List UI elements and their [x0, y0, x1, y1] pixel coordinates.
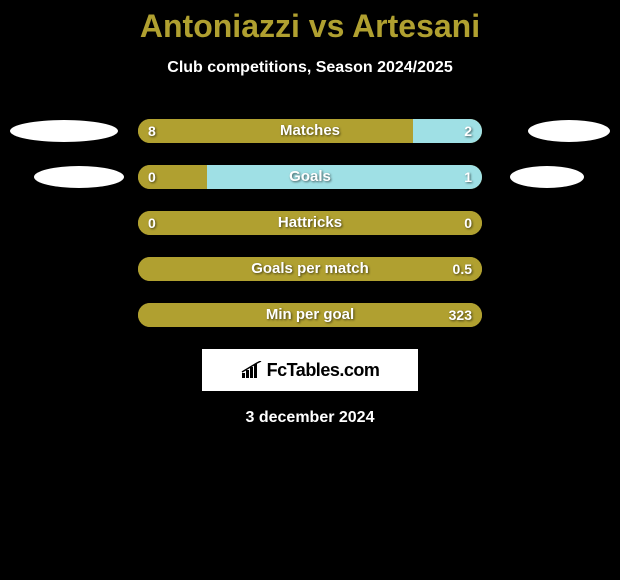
right-team-marker [510, 166, 584, 188]
brand-text: FcTables.com [267, 360, 380, 381]
chart-icon [241, 361, 263, 379]
brand-badge: FcTables.com [202, 349, 418, 391]
bar-track: 8 Matches 2 [138, 119, 482, 143]
stat-row: 0 Hattricks 0 [10, 211, 610, 235]
right-value: 1 [464, 165, 472, 189]
left-team-marker [34, 166, 124, 188]
stat-label: Goals [138, 165, 482, 189]
stat-label: Matches [138, 119, 482, 143]
bar-track: Min per goal 323 [138, 303, 482, 327]
bar-track: 0 Goals 1 [138, 165, 482, 189]
date-text: 3 december 2024 [0, 409, 620, 427]
left-team-marker [10, 120, 118, 142]
stat-row: 8 Matches 2 [10, 119, 610, 143]
subtitle: Club competitions, Season 2024/2025 [0, 59, 620, 77]
bar-track: Goals per match 0.5 [138, 257, 482, 281]
comparison-chart: 8 Matches 2 0 Goals 1 0 Hattricks 0 [0, 119, 620, 327]
bar-track: 0 Hattricks 0 [138, 211, 482, 235]
stat-row: Goals per match 0.5 [10, 257, 610, 281]
right-value: 0.5 [453, 257, 472, 281]
right-value: 323 [449, 303, 472, 327]
right-team-marker [528, 120, 610, 142]
stat-label: Hattricks [138, 211, 482, 235]
page-title: Antoniazzi vs Artesani [0, 0, 620, 45]
right-value: 2 [464, 119, 472, 143]
right-value: 0 [464, 211, 472, 235]
stat-label: Min per goal [138, 303, 482, 327]
stat-row: Min per goal 323 [10, 303, 610, 327]
stat-label: Goals per match [138, 257, 482, 281]
stat-row: 0 Goals 1 [10, 165, 610, 189]
